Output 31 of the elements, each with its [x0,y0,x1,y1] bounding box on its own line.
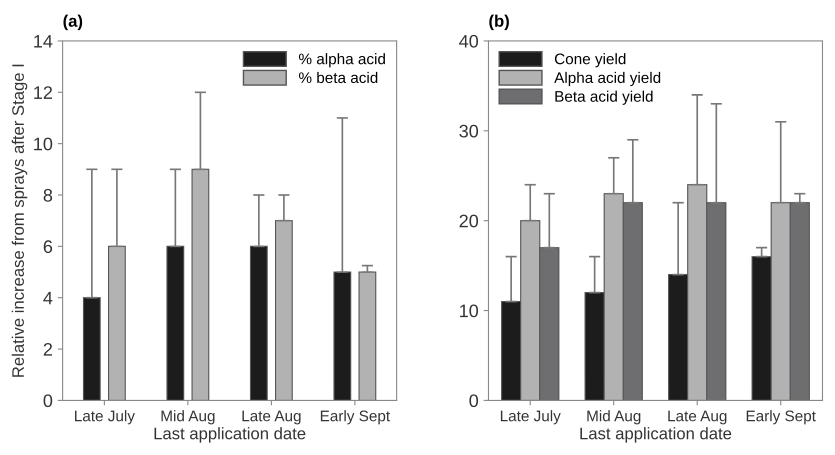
y-tick-label: 10 [34,138,52,150]
x-tick-label: Late July [500,410,561,424]
x-axis-title: Last application date [154,427,306,443]
legend-label: Alpha acid yield [554,72,660,86]
x-tick-label: Late Aug [242,410,301,424]
y-tick-label: 2 [44,342,52,356]
y-tick-label: 10 [460,304,478,318]
x-tick-label: Early Sept [320,410,390,424]
x-tick-label: Mid Aug [162,410,214,424]
y-tick-label: 40 [459,34,478,48]
legend-label: Beta acid yield [555,90,653,105]
y-tick-label: 8 [44,188,52,202]
chart-title: (a) [63,14,82,30]
chart-title: (b) [489,14,509,30]
y-tick-label: 0 [469,394,478,408]
legend-label: Cone yield [554,53,626,68]
x-tick-label: Mid Aug [587,410,640,424]
y-tick-label: 12 [34,86,52,99]
y-tick-label: 20 [460,214,478,228]
y-axis-title: Relative increase from sprays after Stage I [12,64,28,377]
y-tick-label: 0 [44,394,52,408]
legend-label: % beta acid [299,72,378,84]
x-tick-label: Late July [75,410,135,424]
x-tick-label: Early Sept [746,410,816,424]
y-tick-label: 14 [34,35,52,48]
y-tick-label: 4 [43,292,52,304]
y-tick-label: 6 [44,240,52,254]
y-tick-label: 30 [459,124,478,138]
legend-label: % alpha acid [299,53,385,68]
x-axis-title: Last application date [580,427,732,443]
x-tick-label: Late Aug [668,410,726,424]
